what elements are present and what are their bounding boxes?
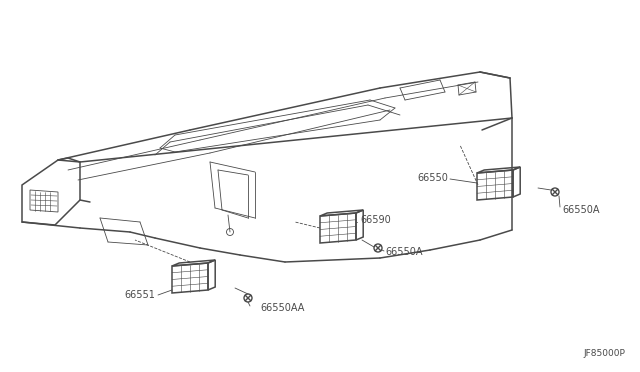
Text: 66551: 66551 (124, 290, 155, 300)
Text: 66550A: 66550A (562, 205, 600, 215)
Text: 66590: 66590 (360, 215, 391, 225)
Text: 66550AA: 66550AA (260, 303, 305, 313)
Text: 66550A: 66550A (385, 247, 422, 257)
Text: 66550: 66550 (417, 173, 448, 183)
Text: JF85000P: JF85000P (583, 349, 625, 358)
